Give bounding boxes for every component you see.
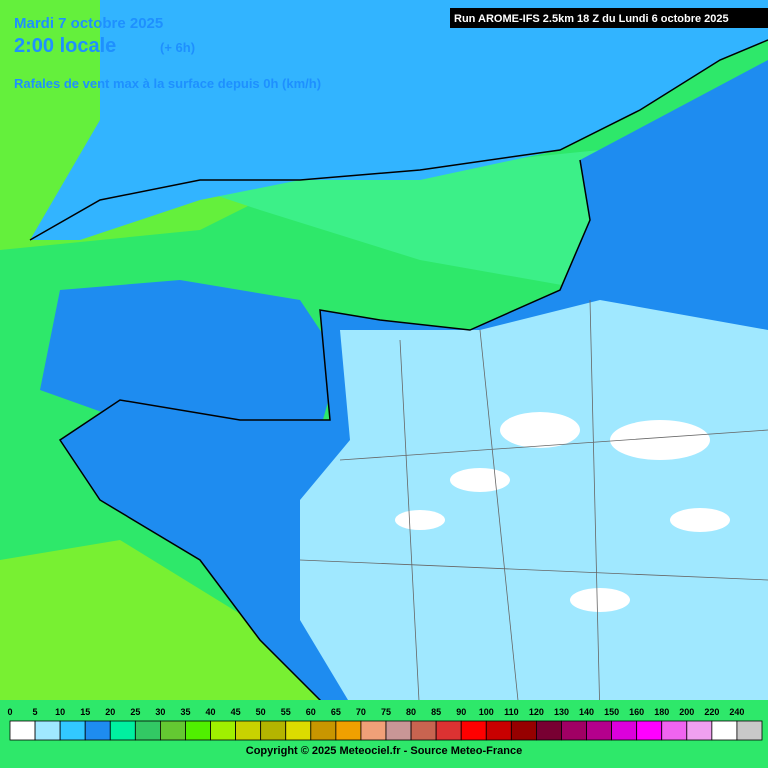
- legend-label: 200: [679, 707, 694, 717]
- legend-label: 120: [529, 707, 544, 717]
- legend-label: 75: [381, 707, 391, 717]
- legend-swatch: [510, 720, 537, 741]
- legend-label: 150: [604, 707, 619, 717]
- sea-zone: [0, 540, 320, 720]
- legend-swatch: [711, 720, 738, 741]
- coastline: [29, 39, 768, 721]
- legend-label: 50: [256, 707, 266, 717]
- legend-label: 70: [356, 707, 366, 717]
- legend-label: 10: [55, 707, 65, 717]
- legend-label: 55: [281, 707, 291, 717]
- legend-label: 180: [654, 707, 669, 717]
- legend-swatch: [185, 720, 211, 741]
- legend-swatch: [9, 720, 36, 741]
- legend-swatch: [34, 720, 61, 741]
- france-inland: [300, 300, 768, 720]
- legend-swatch: [460, 720, 487, 741]
- legend-swatch: [485, 720, 512, 741]
- legend-swatch: [159, 720, 186, 741]
- legend-swatch: [310, 720, 337, 741]
- legend-label: 60: [306, 707, 316, 717]
- legend-swatch: [335, 720, 362, 741]
- legend-label: 5: [33, 707, 38, 717]
- legend-swatch: [561, 720, 587, 741]
- legend-swatch: [636, 720, 663, 741]
- copyright: Copyright © 2025 Meteociel.fr - Source M…: [246, 745, 522, 757]
- legend-swatch: [736, 720, 763, 741]
- legend-swatch: [611, 720, 638, 741]
- sea-zone: [200, 150, 600, 290]
- legend-swatch: [285, 720, 312, 741]
- legend-label: 90: [456, 707, 466, 717]
- legend-swatch: [210, 720, 237, 741]
- run-info: Run AROME-IFS 2.5km 18 Z du Lundi 6 octo…: [454, 13, 729, 25]
- run-box: [450, 8, 768, 28]
- legend-swatch: [686, 720, 713, 741]
- legend-swatch: [260, 720, 287, 741]
- legend-swatch: [134, 720, 161, 741]
- legend-label: 20: [105, 707, 115, 717]
- legend-label: 15: [80, 707, 90, 717]
- time: 2:00 locale: [14, 35, 116, 57]
- legend-label: 65: [331, 707, 341, 717]
- legend-label: 240: [729, 707, 744, 717]
- borders: [299, 299, 768, 721]
- subtitle: Rafales de vent max à la surface depuis …: [14, 76, 321, 91]
- legend-swatch: [410, 720, 437, 741]
- legend-label: 85: [431, 707, 441, 717]
- legend-swatch: [109, 720, 136, 741]
- legend-label: 45: [231, 707, 241, 717]
- legend-label: 160: [629, 707, 644, 717]
- legend-swatch: [84, 720, 111, 741]
- legend-label: 80: [406, 707, 416, 717]
- legend-swatch: [385, 720, 412, 741]
- legend-swatch: [360, 720, 387, 741]
- legend-label: 110: [504, 707, 519, 717]
- legend-label: 35: [180, 707, 190, 717]
- legend-swatch: [235, 720, 262, 741]
- legend: 0 5 10 15 20 25 30 35 40 45 50 55 60 65 70 75 80 85 90 100 1…: [7, 707, 763, 741]
- legend-label: 30: [155, 707, 165, 717]
- legend-label: 40: [206, 707, 216, 717]
- legend-label: 25: [130, 707, 140, 717]
- gust-zone: [40, 280, 340, 440]
- legend-label: 130: [554, 707, 569, 717]
- legend-swatch: [59, 720, 86, 741]
- legend-swatch: [586, 720, 612, 741]
- legend-swatch: [435, 720, 462, 741]
- date: Mardi 7 octobre 2025: [14, 15, 163, 32]
- legend-swatch: [661, 720, 688, 741]
- legend-swatch: [536, 720, 562, 741]
- lead-time: (+ 6h): [160, 40, 195, 55]
- legend-label: 100: [479, 707, 494, 717]
- legend-label: 0: [7, 707, 12, 717]
- legend-label: 220: [704, 707, 719, 717]
- legend-label: 140: [579, 707, 594, 717]
